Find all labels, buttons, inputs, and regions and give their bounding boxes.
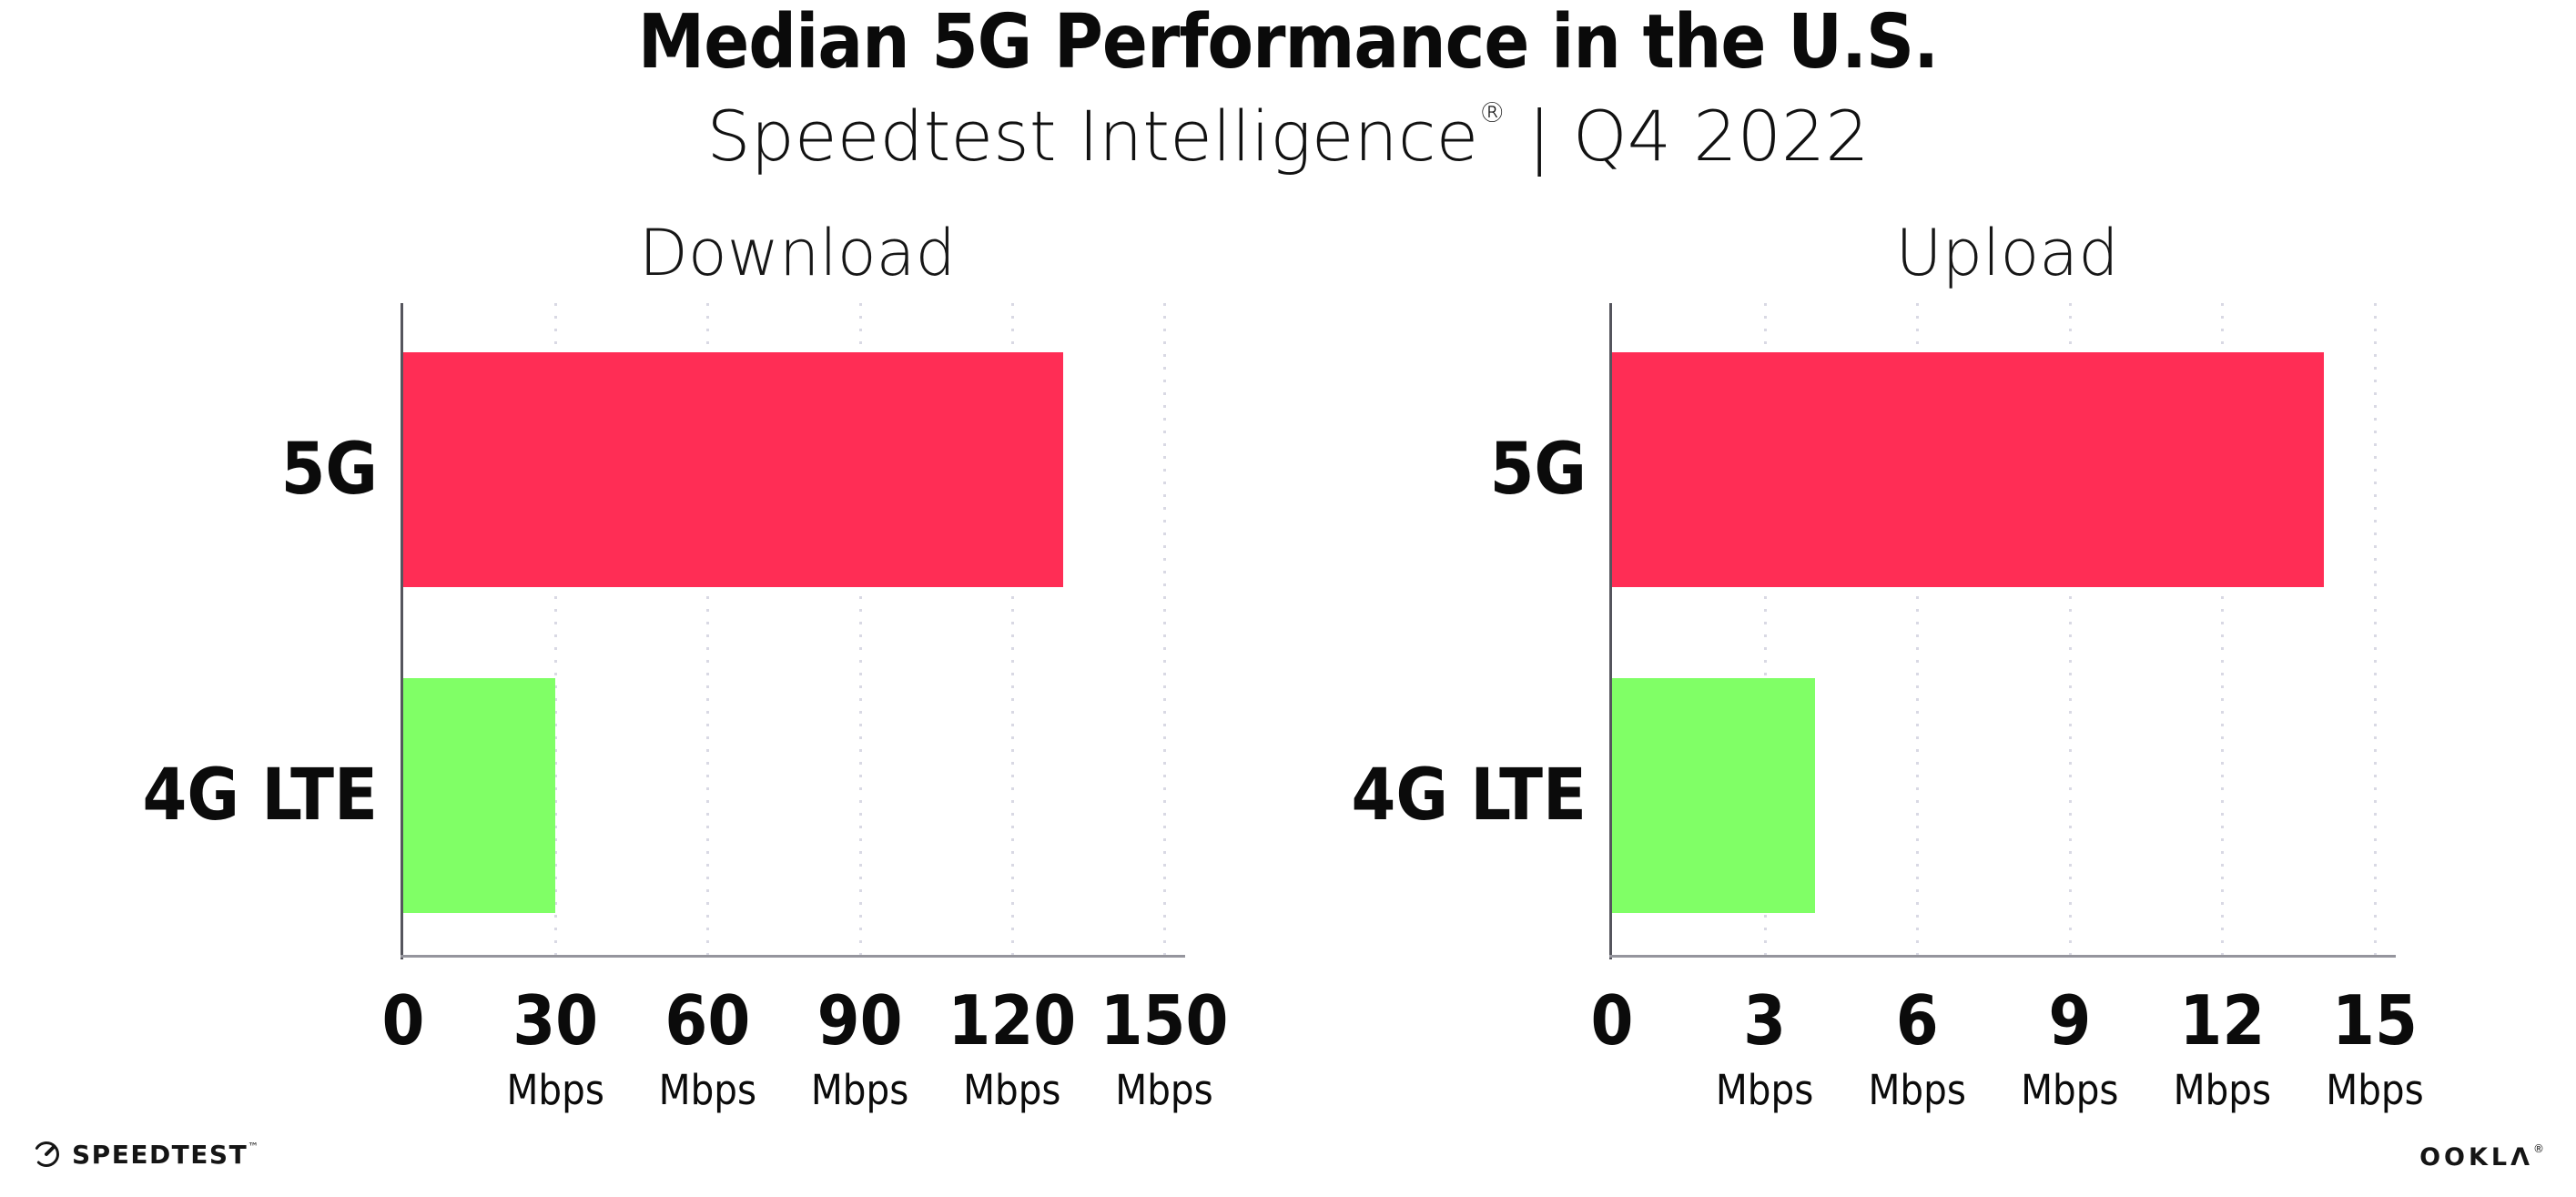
download-tick-value: 150 [1100, 980, 1229, 1060]
upload-tick-unit: Mbps [1868, 1066, 1966, 1114]
page-subtitle: Speedtest Intelligence® | Q4 2022 [0, 100, 2576, 171]
speedtest-gauge-icon [32, 1140, 61, 1169]
subtitle-brand: Speedtest Intelligence [706, 96, 1479, 177]
download-category-label-4g-lte: 4G LTE [142, 755, 378, 837]
subtitle-period: Q4 2022 [1572, 96, 1870, 177]
download-tick-unit: Mbps [963, 1066, 1061, 1114]
upload-gridline-15 [2374, 303, 2377, 956]
upload-x-axis [1609, 955, 2396, 958]
upload-tick-value: 12 [2179, 980, 2266, 1060]
upload-gridline-12 [2221, 303, 2225, 956]
ookla-logo: OOKLΛ® [2419, 1143, 2544, 1170]
upload-gridline-9 [2068, 303, 2072, 956]
download-bar-4g-lte [403, 678, 556, 913]
upload-tick-value: 9 [2048, 980, 2092, 1060]
upload-tick-6: 6 Mbps [1868, 987, 1965, 1111]
download-tick-60: 60 Mbps [659, 987, 756, 1111]
download-gridline-60 [706, 303, 710, 956]
download-tick-unit: Mbps [658, 1066, 757, 1114]
upload-category-label-4g-lte: 4G LTE [1351, 755, 1587, 837]
subtitle-separator: | [1527, 96, 1551, 177]
speedtest-logo: SPEEDTEST™ [32, 1140, 259, 1169]
upload-tick-15: 15 Mbps [2326, 987, 2423, 1111]
trademark-icon: ™ [248, 1140, 259, 1153]
registered-mark-icon: ® [1478, 97, 1506, 129]
upload-tick-value: 6 [1895, 980, 1939, 1060]
upload-tick-value: 0 [1590, 980, 1634, 1060]
upload-tick-9: 9 Mbps [2021, 987, 2118, 1111]
upload-chart: Upload 5G 4G LTE 0 3 Mbps 6 Mbps 9 Mbps 12 Mbps 15 M… [1352, 221, 2424, 1111]
download-tick-unit: Mbps [506, 1066, 604, 1114]
upload-tick-value: 15 [2332, 980, 2418, 1060]
download-y-axis [401, 303, 403, 959]
upload-tick-12: 12 Mbps [2174, 987, 2271, 1111]
download-tick-0: 0 [382, 987, 425, 1055]
download-gridline-120 [1010, 303, 1014, 956]
page-title: Median 5G Performance in the U.S. [637, 0, 1939, 86]
download-tick-30: 30 Mbps [506, 987, 603, 1111]
upload-chart-title: Upload [1895, 216, 2119, 290]
download-chart-title: Download [639, 216, 956, 290]
upload-tick-value: 3 [1743, 980, 1787, 1060]
download-gridline-90 [858, 303, 862, 956]
download-tick-90: 90 Mbps [811, 987, 908, 1111]
download-tick-value: 90 [816, 980, 903, 1060]
speedtest-wordmark: SPEEDTEST™ [72, 1139, 259, 1170]
download-gridline-150 [1163, 303, 1166, 956]
download-tick-150: 150 Mbps [1100, 987, 1229, 1111]
upload-tick-unit: Mbps [2326, 1066, 2424, 1114]
registered-mark-icon: ® [2533, 1142, 2544, 1155]
upload-bar-4g-lte [1612, 678, 1816, 913]
upload-gridline-6 [1916, 303, 1920, 956]
download-chart: Download 5G 4G LTE 0 30 Mbps 60 Mbps 90 Mbps 120 M… [143, 221, 1229, 1111]
download-bar-5g [403, 352, 1063, 587]
download-tick-unit: Mbps [1115, 1066, 1213, 1114]
ookla-wordmark: OOKLΛ® [2419, 1142, 2544, 1172]
upload-category-label-5g: 5G [1489, 429, 1587, 511]
upload-tick-unit: Mbps [2021, 1066, 2119, 1114]
download-gridline-30 [554, 303, 558, 956]
download-category-label-5g: 5G [280, 429, 378, 511]
upload-y-axis [1609, 303, 1612, 959]
upload-tick-0: 0 [1591, 987, 1634, 1055]
upload-tick-unit: Mbps [2173, 1066, 2272, 1114]
download-tick-value: 0 [381, 980, 425, 1060]
download-tick-value: 120 [948, 980, 1077, 1060]
download-x-axis [401, 955, 1185, 958]
upload-tick-3: 3 Mbps [1716, 987, 1813, 1111]
upload-bar-5g [1612, 352, 2325, 587]
download-tick-value: 30 [512, 980, 599, 1060]
download-tick-value: 60 [664, 980, 751, 1060]
upload-tick-unit: Mbps [1715, 1066, 1814, 1114]
download-tick-120: 120 Mbps [948, 987, 1076, 1111]
upload-gridline-3 [1763, 303, 1767, 956]
download-tick-unit: Mbps [810, 1066, 909, 1114]
